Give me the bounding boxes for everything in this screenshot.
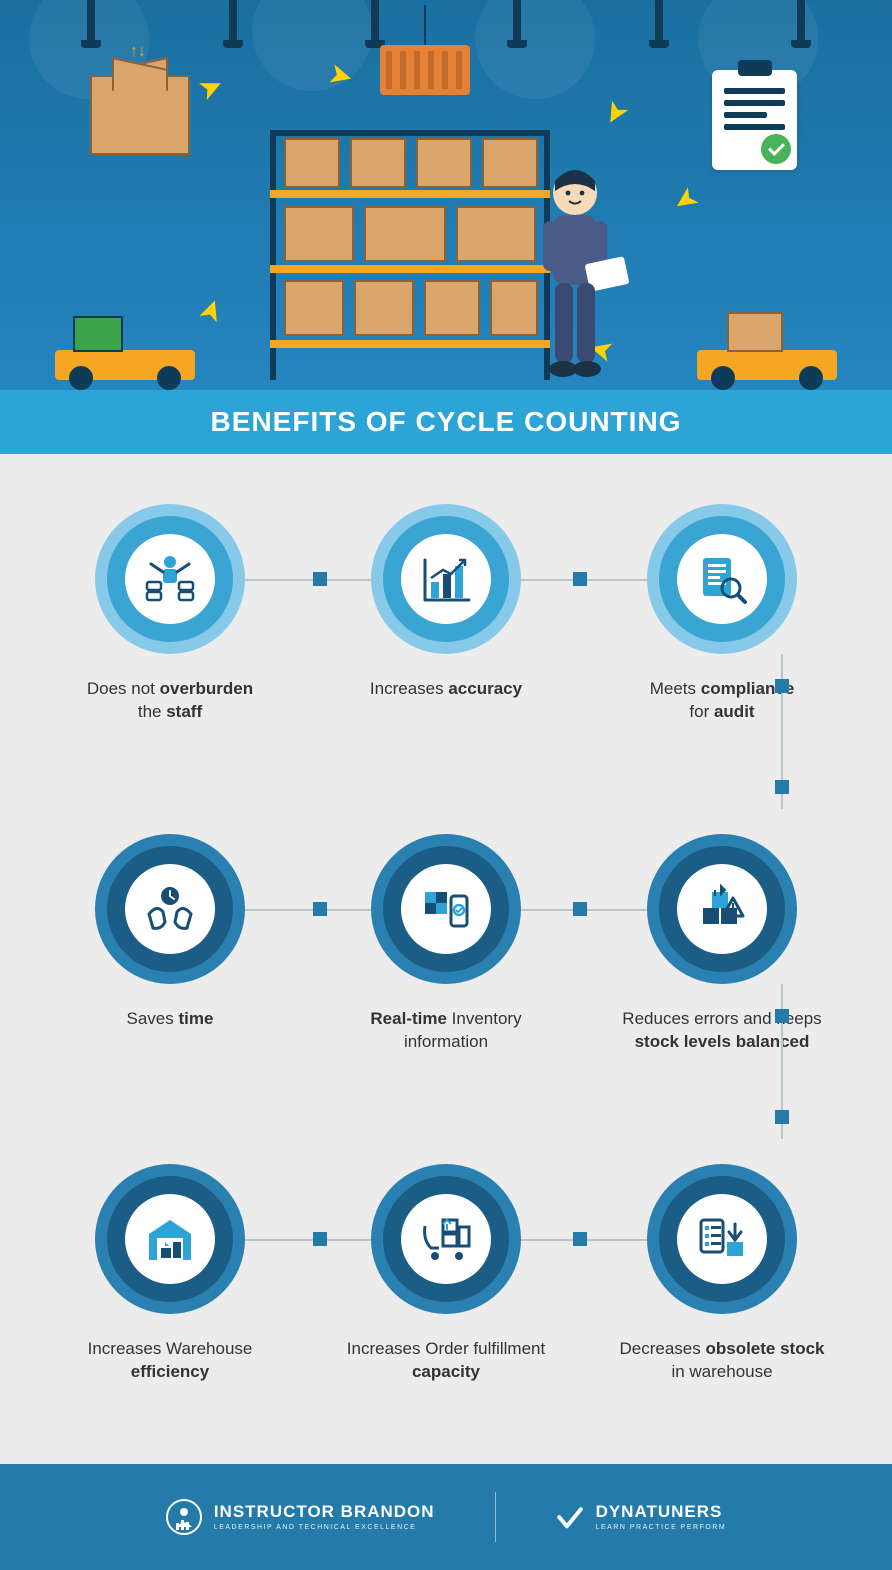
arrow-decor-icon: ➤ [193, 295, 230, 326]
boxes-warning-icon [695, 882, 749, 936]
shipping-container-icon [380, 45, 470, 95]
instructor-brandon-logo-icon [166, 1499, 202, 1535]
warehouse-cart-icon [697, 320, 837, 390]
node-circle-outer [371, 1164, 521, 1314]
benefit-node-staff: Does not overburdenthe staff [60, 504, 280, 724]
node-circle-outer [95, 504, 245, 654]
benefit-node-obsolete: Decreases obsolete stockin warehouse [612, 1164, 832, 1384]
bar-chart-up-icon [419, 552, 473, 606]
connector-dot-icon [573, 572, 587, 586]
node-circle-mid [383, 846, 509, 972]
benefit-node-fulfillment: Increases Order fulfillmentcapacity [336, 1164, 556, 1384]
benefit-label: Reduces errors and keepsstock levels bal… [622, 1008, 821, 1054]
benefit-label: Decreases obsolete stockin warehouse [619, 1338, 824, 1384]
benefit-label: Meets compliancefor audit [650, 678, 795, 724]
benefit-label: Real-time Inventoryinformation [370, 1008, 521, 1054]
benefit-label: Increases Warehouseefficiency [88, 1338, 253, 1384]
arrow-decor-icon: ➤ [326, 58, 355, 94]
node-circle-mid [659, 516, 785, 642]
benefits-flowchart: Does not overburdenthe staff Increases ac… [0, 454, 892, 1464]
node-circle-mid [383, 516, 509, 642]
checklist-boxdown-icon [695, 1212, 749, 1266]
benefit-label: Does not overburdenthe staff [87, 678, 253, 724]
warehouse-cart-icon [55, 320, 195, 390]
connector-dot-icon [573, 902, 587, 916]
brand-left-name: INSTRUCTOR BRANDON [214, 1502, 435, 1522]
worker-icon [525, 165, 635, 390]
connector-dot-icon [313, 1232, 327, 1246]
warehouse-shelf-icon [270, 130, 550, 380]
node-circle-inner [125, 864, 215, 954]
benefit-node-time: Saves time [60, 834, 280, 1054]
node-circle-mid [107, 516, 233, 642]
open-box-icon: ↑↓ [90, 75, 190, 155]
node-circle-inner [125, 534, 215, 624]
connector-dot-icon [313, 572, 327, 586]
hands-clock-icon [143, 882, 197, 936]
brand-left: INSTRUCTOR BRANDON LEADERSHIP AND TECHNI… [166, 1499, 435, 1535]
connector-dot-icon [573, 1232, 587, 1246]
node-circle-inner [401, 534, 491, 624]
benefit-node-realtime: Real-time Inventoryinformation [336, 834, 556, 1054]
node-circle-outer [647, 504, 797, 654]
doc-magnifier-icon [695, 552, 749, 606]
connector-dot-icon [775, 1009, 789, 1023]
connector-dot-icon [775, 679, 789, 693]
connector-dot-icon [775, 1110, 789, 1124]
node-circle-mid [383, 1176, 509, 1302]
connector-dot-icon [313, 902, 327, 916]
page-title: BENEFITS OF CYCLE COUNTING [0, 390, 892, 454]
connector-dot-icon [775, 780, 789, 794]
brand-right: DYNATUNERS LEARN PRACTICE PERFORM [556, 1502, 727, 1531]
hero-illustration: ↑↓ ➤ ➤ ➤ ➤ ➤ ➤ [0, 0, 892, 390]
node-circle-inner [125, 1194, 215, 1284]
person-boxes-icon [143, 552, 197, 606]
brand-right-name: DYNATUNERS [596, 1502, 727, 1522]
brand-right-tagline: LEARN PRACTICE PERFORM [596, 1524, 727, 1531]
flow-row: Saves time Real-time Inventoryinformation… [60, 834, 832, 1054]
node-circle-mid [107, 846, 233, 972]
node-circle-inner [677, 1194, 767, 1284]
boxes-phone-icon [419, 882, 473, 936]
arrow-decor-icon: ➤ [194, 69, 227, 106]
benefit-label: Saves time [127, 1008, 214, 1031]
node-circle-mid [659, 1176, 785, 1302]
benefit-node-efficiency: Increases Warehouseefficiency [60, 1164, 280, 1384]
flow-row: Increases Warehouseefficiency Increases O… [60, 1164, 832, 1384]
benefit-node-audit: Meets compliancefor audit [612, 504, 832, 724]
benefit-label: Increases accuracy [370, 678, 522, 701]
footer-divider [495, 1492, 496, 1542]
clipboard-check-icon [712, 70, 797, 170]
footer: INSTRUCTOR BRANDON LEADERSHIP AND TECHNI… [0, 1464, 892, 1570]
node-circle-outer [371, 834, 521, 984]
brand-left-tagline: LEADERSHIP AND TECHNICAL EXCELLENCE [214, 1524, 435, 1531]
node-circle-outer [647, 1164, 797, 1314]
node-circle-mid [659, 846, 785, 972]
node-circle-outer [95, 1164, 245, 1314]
node-circle-mid [107, 1176, 233, 1302]
node-circle-inner [401, 1194, 491, 1284]
cart-boxes-icon [419, 1212, 473, 1266]
node-circle-outer [371, 504, 521, 654]
node-circle-inner [677, 864, 767, 954]
warehouse-icon [143, 1212, 197, 1266]
node-circle-outer [95, 834, 245, 984]
arrow-decor-icon: ➤ [597, 96, 635, 130]
arrow-decor-icon: ➤ [668, 182, 704, 220]
node-circle-inner [401, 864, 491, 954]
dynatuners-logo-icon [556, 1503, 584, 1531]
flow-row: Does not overburdenthe staff Increases ac… [60, 504, 832, 724]
ceiling-lamps [0, 0, 892, 40]
benefit-node-accuracy: Increases accuracy [336, 504, 556, 724]
benefit-label: Increases Order fulfillmentcapacity [347, 1338, 545, 1384]
node-circle-inner [677, 534, 767, 624]
benefit-node-stock: Reduces errors and keepsstock levels bal… [612, 834, 832, 1054]
node-circle-outer [647, 834, 797, 984]
